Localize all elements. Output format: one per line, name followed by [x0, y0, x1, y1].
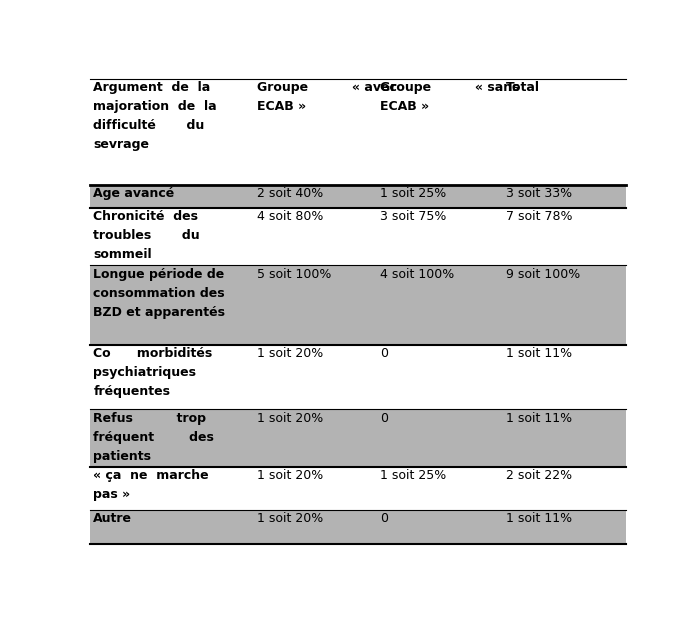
Text: Longue période de
consommation des
BZD et apparentés: Longue période de consommation des BZD e…: [94, 268, 225, 319]
Text: 2 soit 22%: 2 soit 22%: [506, 469, 572, 482]
Bar: [377, 185, 503, 208]
Text: Co      morbidités
psychiatriques
fréquentes: Co morbidités psychiatriques fréquentes: [94, 347, 212, 398]
Bar: [503, 79, 626, 185]
Bar: [90, 510, 254, 544]
Bar: [503, 466, 626, 510]
Text: 0: 0: [380, 347, 388, 360]
Bar: [377, 510, 503, 544]
Text: 9 soit 100%: 9 soit 100%: [506, 268, 581, 281]
Bar: [254, 79, 377, 185]
Bar: [377, 208, 503, 265]
Text: 5 soit 100%: 5 soit 100%: [257, 268, 331, 281]
Text: 4 soit 100%: 4 soit 100%: [380, 268, 454, 281]
Text: 1 soit 25%: 1 soit 25%: [380, 469, 447, 482]
Bar: [90, 345, 254, 409]
Bar: [90, 79, 254, 185]
Text: 3 soit 33%: 3 soit 33%: [506, 188, 572, 200]
Bar: [377, 345, 503, 409]
Text: 2 soit 40%: 2 soit 40%: [257, 188, 323, 200]
Text: Total: Total: [506, 82, 540, 94]
Text: 1 soit 25%: 1 soit 25%: [380, 188, 447, 200]
Text: 1 soit 11%: 1 soit 11%: [506, 512, 572, 525]
Bar: [503, 185, 626, 208]
Bar: [254, 466, 377, 510]
Text: Age avancé: Age avancé: [94, 188, 175, 200]
Text: Groupe          « avec
ECAB »: Groupe « avec ECAB »: [257, 82, 397, 114]
Bar: [90, 265, 254, 345]
Bar: [254, 208, 377, 265]
Bar: [377, 79, 503, 185]
Bar: [254, 265, 377, 345]
Bar: [254, 510, 377, 544]
Bar: [254, 185, 377, 208]
Bar: [254, 409, 377, 466]
Text: 4 soit 80%: 4 soit 80%: [257, 211, 323, 223]
Bar: [503, 510, 626, 544]
Text: « ça  ne  marche
pas »: « ça ne marche pas »: [94, 469, 209, 501]
Text: 1 soit 11%: 1 soit 11%: [506, 412, 572, 425]
Text: 1 soit 20%: 1 soit 20%: [257, 347, 323, 360]
Bar: [254, 345, 377, 409]
Text: 1 soit 20%: 1 soit 20%: [257, 512, 323, 525]
Bar: [503, 208, 626, 265]
Bar: [90, 466, 254, 510]
Text: Argument  de  la
majoration  de  la
difficulté       du
sevrage: Argument de la majoration de la difficul…: [94, 82, 217, 151]
Bar: [503, 345, 626, 409]
Text: 1 soit 20%: 1 soit 20%: [257, 469, 323, 482]
Bar: [90, 409, 254, 466]
Text: Chronicité  des
troubles       du
sommeil: Chronicité des troubles du sommeil: [94, 211, 200, 262]
Text: 7 soit 78%: 7 soit 78%: [506, 211, 572, 223]
Text: Autre: Autre: [94, 512, 132, 525]
Bar: [90, 208, 254, 265]
Bar: [377, 466, 503, 510]
Bar: [377, 265, 503, 345]
Text: 1 soit 11%: 1 soit 11%: [506, 347, 572, 360]
Text: Groupe          « sans
ECAB »: Groupe « sans ECAB »: [380, 82, 520, 114]
Text: 0: 0: [380, 512, 388, 525]
Text: 3 soit 75%: 3 soit 75%: [380, 211, 447, 223]
Text: Refus          trop
fréquent        des
patients: Refus trop fréquent des patients: [94, 412, 214, 463]
Bar: [377, 409, 503, 466]
Bar: [503, 409, 626, 466]
Text: 0: 0: [380, 412, 388, 425]
Bar: [503, 265, 626, 345]
Bar: [90, 185, 254, 208]
Text: 1 soit 20%: 1 soit 20%: [257, 412, 323, 425]
